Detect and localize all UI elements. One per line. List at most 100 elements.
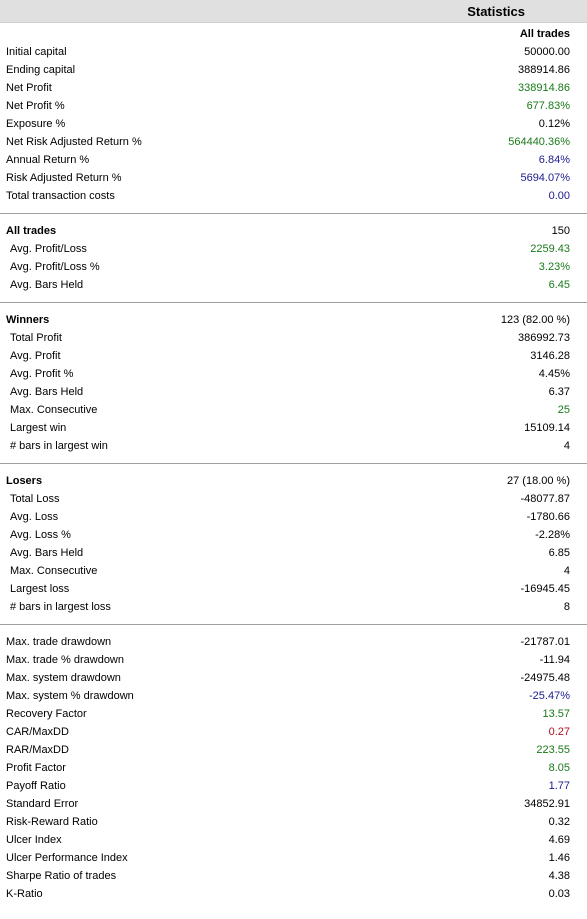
stat-value: 8.05 — [548, 762, 570, 774]
stat-label: Avg. Profit — [10, 350, 61, 362]
stat-label: Avg. Bars Held — [10, 547, 84, 559]
stat-value: 3.23% — [538, 261, 570, 273]
stat-row: Max. Consecutive 25 — [0, 401, 587, 419]
stat-row: Standard Error 34852.91 — [0, 795, 587, 813]
statistics-header: Statistics — [0, 0, 587, 23]
stat-label: Max. Consecutive — [10, 404, 98, 416]
stat-row: Avg. Loss -1780.66 — [0, 508, 587, 526]
stat-label: Largest loss — [10, 583, 70, 595]
stat-value: 123 (82.00 %) — [500, 314, 570, 326]
stat-value: 3146.28 — [530, 350, 570, 362]
stat-row: Payoff Ratio 1.77 — [0, 777, 587, 795]
stat-value: 5694.07% — [520, 172, 570, 184]
stats-section: Initial capital 50000.00 Ending capital 388… — [0, 43, 587, 213]
stat-label: Recovery Factor — [6, 708, 87, 720]
stat-row: Ulcer Index 4.69 — [0, 831, 587, 849]
stat-value: 4.38 — [548, 870, 570, 882]
stat-row: Initial capital 50000.00 — [0, 43, 587, 61]
stat-label: Risk Adjusted Return % — [6, 172, 122, 184]
stat-row: # bars in largest loss 8 — [0, 598, 587, 616]
stat-label: All trades — [6, 225, 57, 237]
stat-label: Net Profit — [6, 82, 52, 94]
stat-value: 0.32 — [548, 816, 570, 828]
stat-label: CAR/MaxDD — [6, 726, 69, 738]
stat-value: 4.69 — [548, 834, 570, 846]
stat-value: 8 — [563, 601, 570, 613]
stat-value: 13.57 — [542, 708, 570, 720]
stat-label: # bars in largest win — [10, 440, 108, 452]
stat-label: Payoff Ratio — [6, 780, 66, 792]
stat-value: -25.47% — [529, 690, 570, 702]
stat-value: 15109.14 — [524, 422, 570, 434]
stat-row: Max. system % drawdown -25.47% — [0, 687, 587, 705]
stat-label: # bars in largest loss — [10, 601, 111, 613]
stat-value: 4.45% — [538, 368, 570, 380]
stat-row: RAR/MaxDD 223.55 — [0, 741, 587, 759]
stat-value: -16945.45 — [520, 583, 570, 595]
stat-label: Initial capital — [6, 46, 67, 58]
stat-label: Max. trade drawdown — [6, 636, 112, 648]
stat-label: Max. Consecutive — [10, 565, 98, 577]
stat-label: Avg. Bars Held — [10, 279, 84, 291]
stat-value: 0.12% — [538, 118, 570, 130]
stat-row: Ulcer Performance Index 1.46 — [0, 849, 587, 867]
stat-value: 1.46 — [548, 852, 570, 864]
stat-label: Avg. Loss — [10, 511, 59, 523]
stat-row: Max. trade % drawdown -11.94 — [0, 651, 587, 669]
stat-label: Total transaction costs — [6, 190, 115, 202]
column-header-all-trades: All trades — [519, 28, 570, 40]
stat-value: 34852.91 — [524, 798, 570, 810]
stat-label: Ending capital — [6, 64, 76, 76]
stat-label: Winners — [6, 314, 50, 326]
stat-value: 6.37 — [548, 386, 570, 398]
stat-value: 150 — [551, 225, 570, 237]
stat-value: -48077.87 — [520, 493, 570, 505]
section-divider — [0, 624, 587, 625]
stat-row: Total transaction costs 0.00 — [0, 187, 587, 205]
stat-row: Max. trade drawdown -21787.01 — [0, 633, 587, 651]
stat-row: Avg. Profit/Loss % 3.23% — [0, 258, 587, 276]
stat-value: 0.27 — [548, 726, 570, 738]
stat-label: Total Profit — [10, 332, 62, 344]
section-divider — [0, 302, 587, 303]
stat-label: Avg. Profit/Loss % — [10, 261, 100, 273]
stat-row: Avg. Bars Held 6.45 — [0, 276, 587, 294]
stat-row: Losers 27 (18.00 %) — [0, 472, 587, 490]
stat-value: 4 — [563, 565, 570, 577]
stat-row: Annual Return % 6.84% — [0, 151, 587, 169]
statistics-table: Initial capital 50000.00 Ending capital 388… — [0, 43, 587, 903]
stat-value: 0.03 — [548, 888, 570, 900]
stat-row: Largest loss -16945.45 — [0, 580, 587, 598]
stat-label: RAR/MaxDD — [6, 744, 69, 756]
stat-label: Ulcer Index — [6, 834, 62, 846]
stat-value: 564440.36% — [508, 136, 570, 148]
stat-value: 6.85 — [548, 547, 570, 559]
stat-value: -24975.48 — [520, 672, 570, 684]
stat-value: -11.94 — [539, 654, 570, 666]
stat-value: 338914.86 — [518, 82, 570, 94]
stat-value: 2259.43 — [530, 243, 570, 255]
stat-row: Avg. Bars Held 6.85 — [0, 544, 587, 562]
stat-label: Losers — [6, 475, 43, 487]
stat-label: Max. system % drawdown — [6, 690, 134, 702]
stat-row: Total Loss -48077.87 — [0, 490, 587, 508]
stat-label: Net Risk Adjusted Return % — [6, 136, 142, 148]
stat-value: 388914.86 — [518, 64, 570, 76]
stats-section: Max. trade drawdown -21787.01 Max. trade %… — [0, 625, 587, 903]
stat-label: Standard Error — [6, 798, 79, 810]
stat-value: 6.45 — [548, 279, 570, 291]
stat-row: Recovery Factor 13.57 — [0, 705, 587, 723]
stat-row: Net Profit 338914.86 — [0, 79, 587, 97]
stat-value: 27 (18.00 %) — [507, 475, 570, 487]
stat-row: Profit Factor 8.05 — [0, 759, 587, 777]
stat-row: All trades 150 — [0, 222, 587, 240]
stat-value: 677.83% — [526, 100, 570, 112]
stat-value: 25 — [557, 404, 570, 416]
stat-label: K-Ratio — [6, 888, 43, 900]
stat-label: Avg. Profit/Loss — [10, 243, 87, 255]
stat-row: Net Profit % 677.83% — [0, 97, 587, 115]
stat-row: Max. Consecutive 4 — [0, 562, 587, 580]
stat-row: Avg. Profit/Loss 2259.43 — [0, 240, 587, 258]
stat-value: 0.00 — [548, 190, 570, 202]
